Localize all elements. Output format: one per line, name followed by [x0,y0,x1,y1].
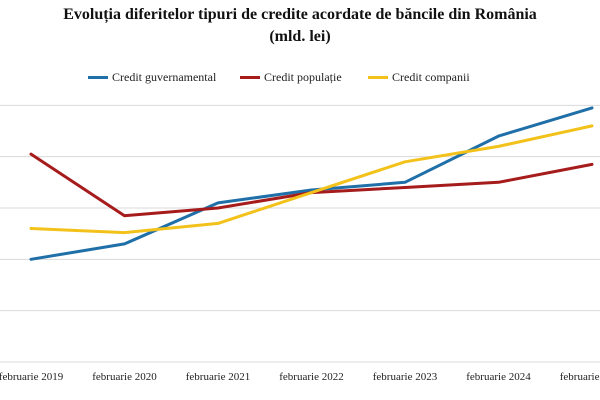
legend-swatch-credit-populatie [240,75,260,79]
data-point [497,145,500,148]
data-point [29,227,33,230]
legend-label-credit-companii: Credit companii [392,69,470,84]
data-point [216,201,220,205]
series-line-0 [29,106,594,261]
data-point [590,106,594,110]
x-tick-label: februarie 2021 [186,371,250,383]
series-line-1 [29,152,594,218]
data-point [123,231,126,234]
data-point [497,134,500,138]
data-point [403,181,407,184]
legend-swatch-credit-companii [368,75,388,79]
legend-item-credit-populatie: Credit populație [240,67,342,87]
data-point [123,214,126,217]
data-point [590,124,594,128]
data-point [497,181,500,184]
data-point [29,152,33,156]
chart-title: Evoluția diferitelor tipuri de credite a… [0,4,600,48]
legend-item-credit-companii: Credit companii [368,67,470,87]
x-tick-label: februarie 2023 [373,371,438,383]
data-point [403,160,407,163]
x-tick-label: februarie 2025 [560,371,600,383]
x-tick-label: februarie 2019 [0,371,64,383]
data-point [403,186,407,189]
chart-subtitle-text: (mld. lei) [269,28,331,45]
data-point [216,222,220,225]
legend-label-credit-populatie: Credit populație [264,69,342,84]
data-point [123,242,126,246]
data-point [29,258,33,261]
data-point [590,163,594,166]
legend-swatch-credit-guvernamental [88,75,108,79]
legend-label-credit-guvernamental: Credit guvernamental [112,69,217,84]
x-tick-label: februarie 2022 [279,371,343,383]
data-point [310,188,313,192]
x-tick-label: februarie 2024 [466,371,531,383]
legend-item-credit-guvernamental: Credit guvernamental [88,67,216,87]
chart-legend: Credit guvernamental Credit populație Cr… [0,67,600,87]
data-point [310,191,313,194]
data-point [216,206,220,210]
x-tick-label: februarie 2020 [92,371,157,383]
chart-title-text: Evoluția diferitelor tipuri de credite a… [63,6,537,23]
